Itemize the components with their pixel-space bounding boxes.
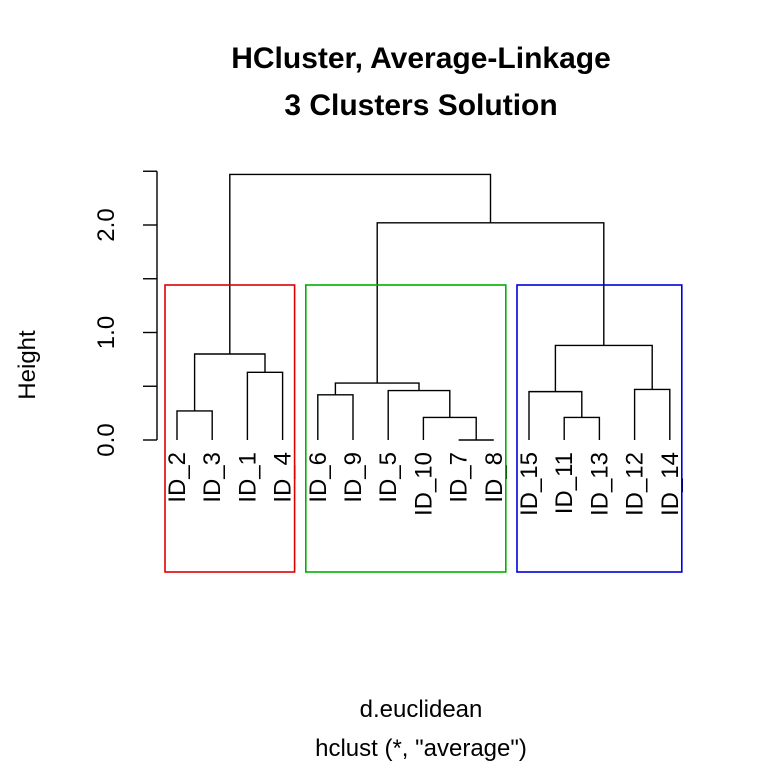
- cluster-rectangles: [164, 284, 683, 573]
- merge-link: [633, 388, 671, 440]
- merge-link: [387, 389, 451, 440]
- leaf-label: ID_12: [622, 452, 649, 516]
- y-axis-label: Height: [14, 330, 41, 400]
- merge-link: [334, 382, 420, 395]
- merge-link: [317, 394, 354, 440]
- merge-link: [422, 416, 477, 440]
- merge-link: [229, 173, 492, 354]
- leaf-label: ID_6: [305, 452, 332, 503]
- cluster-1-rect: [164, 284, 296, 573]
- dendrogram-tree: [176, 173, 671, 441]
- merge-link: [193, 353, 266, 411]
- cluster-3-rect: [516, 284, 683, 573]
- merge-link: [528, 390, 583, 440]
- chart-title-line-2: 3 Clusters Solution: [284, 89, 557, 122]
- leaf-label: ID_10: [410, 452, 437, 516]
- y-tick-label: 0.0: [93, 423, 120, 456]
- leaf-label: ID_13: [586, 452, 613, 516]
- leaf-label: ID_5: [375, 452, 402, 503]
- merge-link: [376, 222, 605, 384]
- merge-link: [246, 371, 284, 440]
- leaf-label: ID_1: [234, 452, 261, 503]
- leaf-label: ID_11: [551, 452, 578, 514]
- y-tick-label: 1.0: [93, 316, 120, 349]
- leaf-label: ID_14: [657, 452, 684, 516]
- leaf-label: ID_7: [446, 452, 473, 503]
- y-tick-label: 2.0: [93, 208, 120, 241]
- leaf-label: ID_4: [270, 452, 297, 503]
- cluster-2-rect: [304, 284, 507, 573]
- x-axis-label: d.euclidean: [360, 696, 483, 723]
- chart-title-line-1: HCluster, Average-Linkage: [231, 42, 611, 75]
- merge-link: [563, 416, 601, 440]
- y-axis: 0.0 1.0 2.0: [93, 170, 158, 457]
- merge-link: [554, 344, 653, 392]
- leaf-label: ID_9: [340, 452, 367, 503]
- leaf-labels: ID_2 ID_3 ID_1 ID_4 ID_6 ID_9 ID_5 ID_10 ID_7 ID_…: [164, 452, 684, 516]
- merge-link: [176, 410, 213, 440]
- x-axis-sublabel: hclust (*, "average"): [315, 735, 527, 762]
- leaf-label: ID_3: [199, 452, 226, 503]
- leaf-label: ID_2: [164, 452, 191, 503]
- leaf-label: ID_8: [481, 452, 508, 503]
- leaf-label: ID_15: [516, 452, 543, 516]
